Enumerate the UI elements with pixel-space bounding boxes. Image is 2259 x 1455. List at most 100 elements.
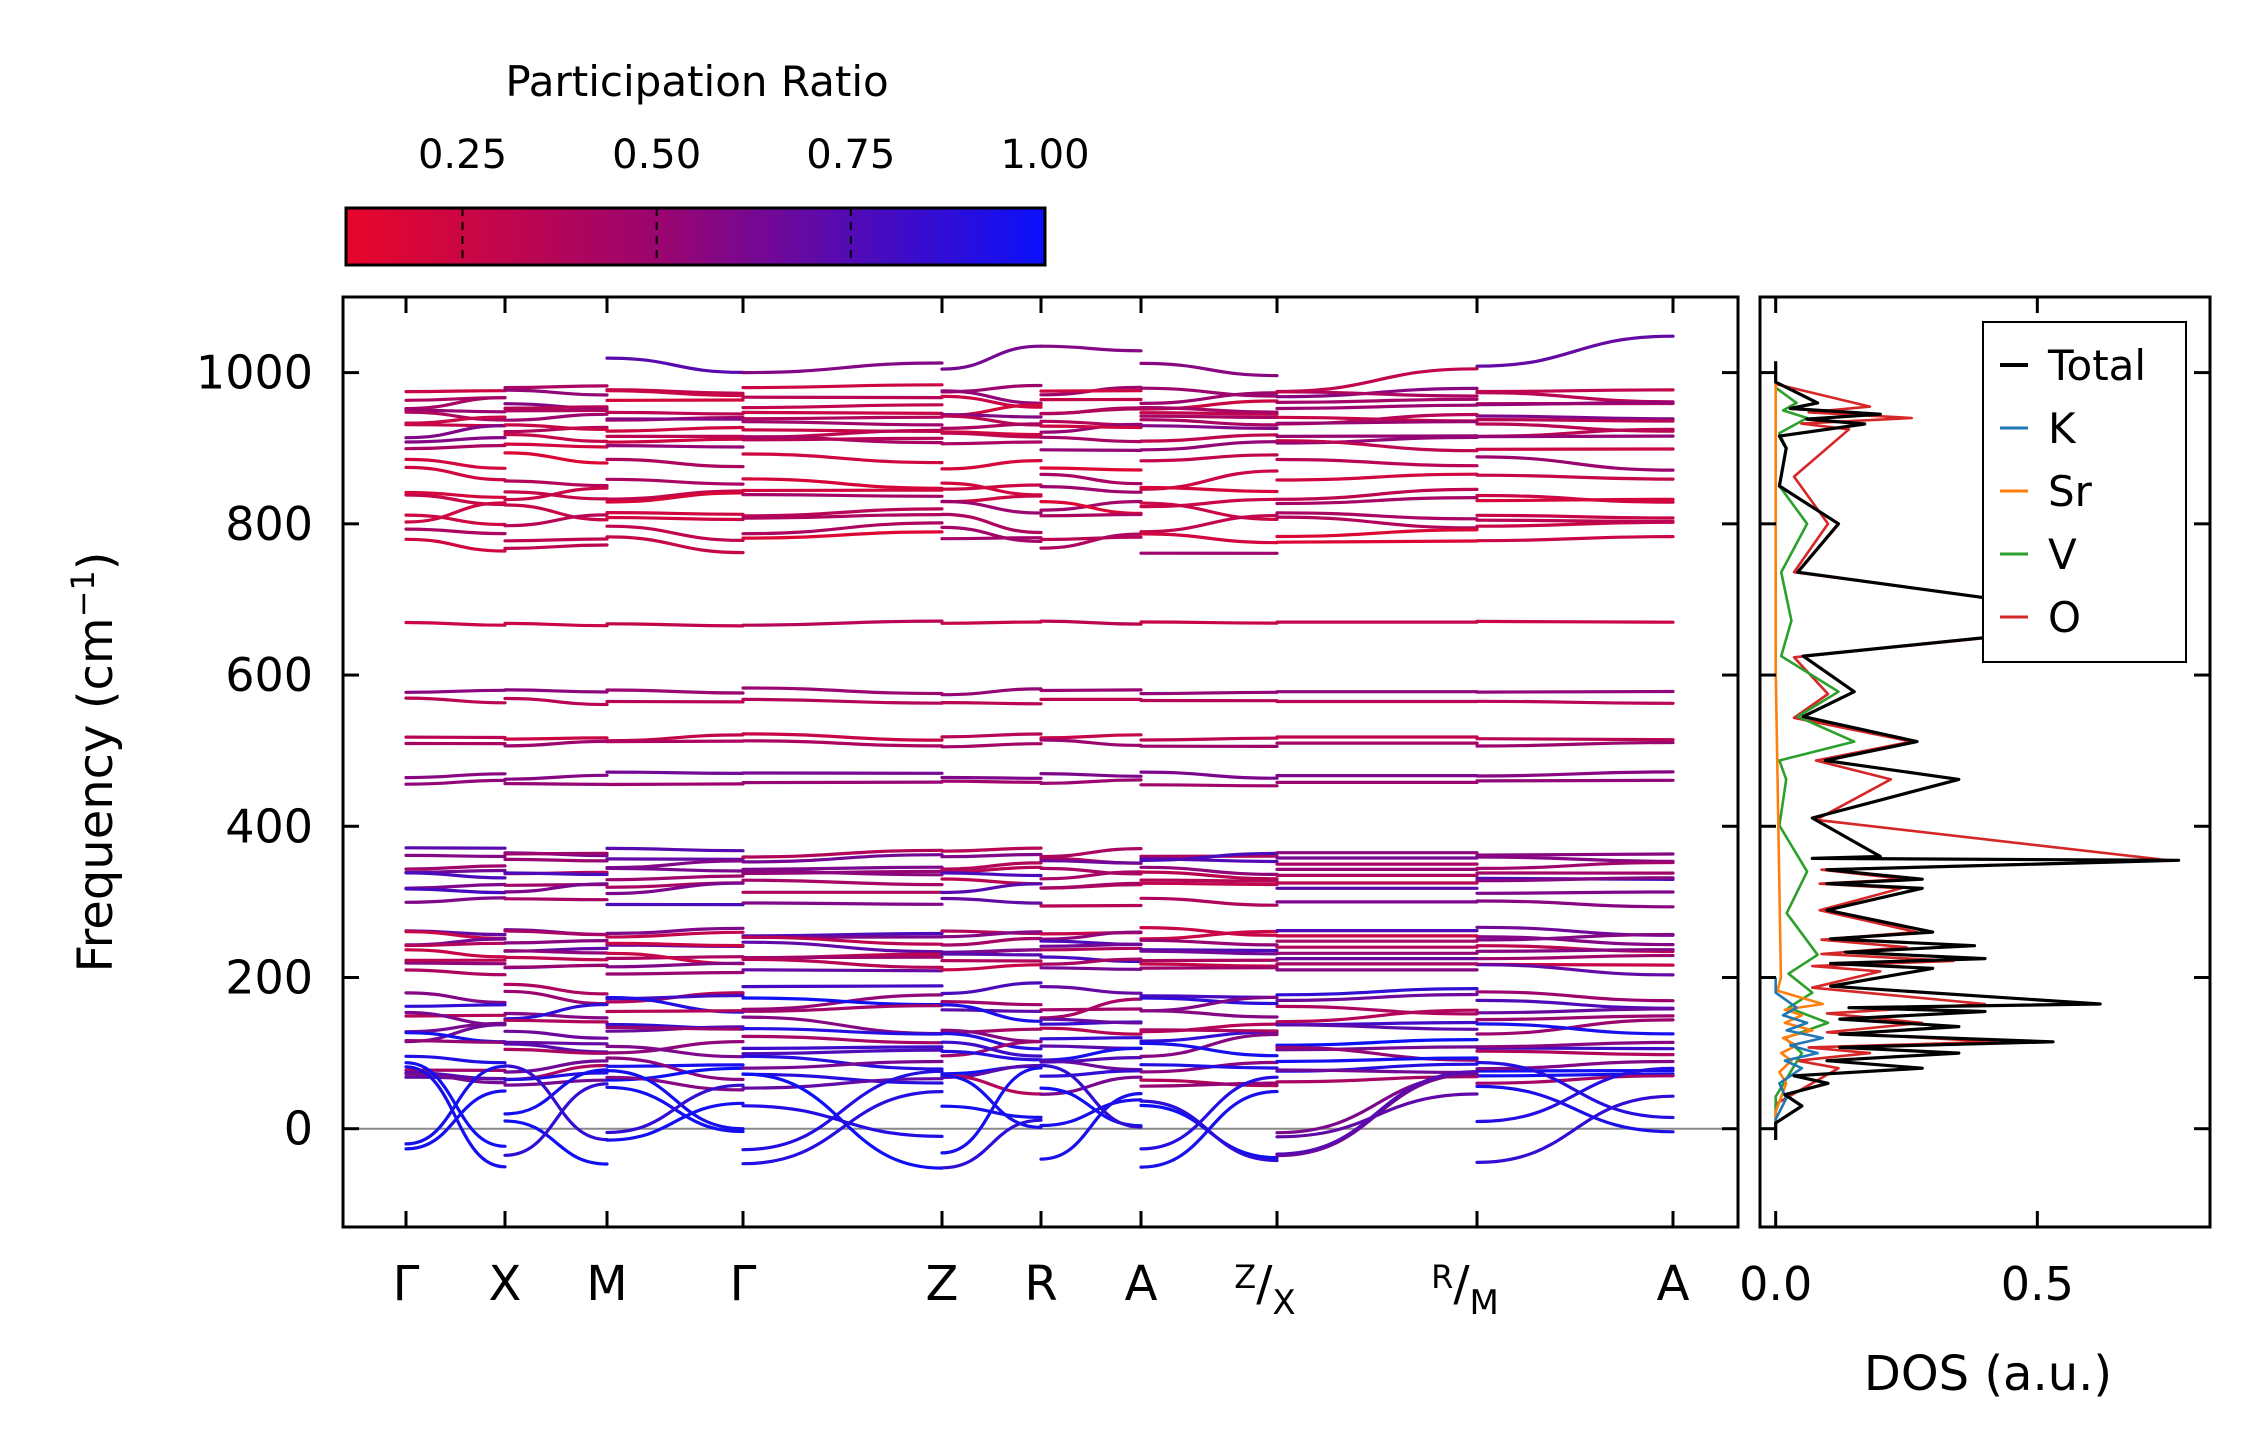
band-line xyxy=(1275,496,1479,506)
band-line xyxy=(1139,1078,1279,1088)
band-line xyxy=(1475,932,1675,942)
band-line xyxy=(940,413,1043,419)
band-line xyxy=(741,477,944,490)
band-line xyxy=(741,955,944,960)
band-line xyxy=(1139,361,1279,378)
band-line xyxy=(1475,852,1675,857)
band-line xyxy=(741,935,944,946)
band-line xyxy=(741,940,944,954)
band-line xyxy=(1475,619,1675,624)
band-line xyxy=(503,405,609,410)
band-line xyxy=(1139,881,1279,887)
colorbar-tick-label: 0.50 xyxy=(612,132,701,178)
band-line xyxy=(1275,1068,1479,1075)
band-line xyxy=(741,521,944,536)
band-line xyxy=(1039,966,1143,971)
band-line xyxy=(1039,535,1143,542)
band-line xyxy=(503,1018,609,1024)
band-line xyxy=(1139,949,1279,956)
band-line xyxy=(605,1066,745,1082)
band-line xyxy=(1475,1007,1675,1015)
band-line xyxy=(1139,1063,1279,1070)
band-line xyxy=(1275,515,1479,530)
band-line xyxy=(503,425,609,434)
band-line xyxy=(1475,1040,1675,1049)
band-line xyxy=(1039,733,1143,740)
band-line xyxy=(940,431,1043,439)
band-line xyxy=(605,1040,745,1055)
band-line xyxy=(605,970,745,976)
band-line xyxy=(1039,485,1143,494)
band-line xyxy=(741,410,944,415)
band-line xyxy=(741,697,944,705)
band-line xyxy=(404,948,507,959)
band-line xyxy=(1139,620,1279,625)
band-line xyxy=(1475,740,1675,748)
band-line xyxy=(1039,957,1143,966)
band-line xyxy=(605,874,745,882)
band-line xyxy=(1139,485,1279,494)
k-point-label-sup: R xyxy=(1431,1258,1453,1296)
k-point-label: M xyxy=(586,1256,627,1312)
band-line xyxy=(605,356,745,374)
band-line xyxy=(503,982,609,996)
band-line xyxy=(1275,472,1479,482)
band-line xyxy=(1275,457,1479,468)
k-point-label: X xyxy=(489,1256,522,1312)
band-line xyxy=(503,543,609,550)
band-line xyxy=(503,871,609,877)
legend-label-k: K xyxy=(2048,404,2077,453)
colorbar-tick-label: 1.00 xyxy=(1000,132,1089,178)
band-line xyxy=(741,732,944,742)
band-line xyxy=(1475,876,1675,883)
band-line xyxy=(605,477,745,486)
band-line xyxy=(940,525,1043,543)
band-line xyxy=(940,1049,1043,1062)
band-line xyxy=(1275,1004,1479,1016)
band-line xyxy=(741,619,944,627)
y-tick-label: 600 xyxy=(225,648,313,702)
band-line xyxy=(1475,1074,1675,1085)
band-line xyxy=(741,436,944,442)
band-line xyxy=(741,403,944,410)
band-line xyxy=(1039,619,1143,626)
k-point-label: R/M xyxy=(1431,1256,1499,1323)
band-line xyxy=(940,742,1043,749)
band-line xyxy=(503,537,609,543)
band-line xyxy=(1039,424,1143,430)
band-line xyxy=(1039,847,1143,859)
band-line xyxy=(1139,497,1279,509)
band-line xyxy=(741,530,944,540)
band-line xyxy=(741,780,944,785)
band-line xyxy=(741,1045,944,1050)
band-line xyxy=(503,939,609,945)
band-line xyxy=(940,779,1043,784)
band-line xyxy=(503,384,609,390)
band-line xyxy=(404,991,507,1005)
band-line xyxy=(1275,511,1479,521)
band-line xyxy=(1039,870,1143,881)
band-line xyxy=(605,881,745,896)
band-line xyxy=(1475,434,1675,439)
band-line xyxy=(1275,987,1479,997)
band-line xyxy=(1475,414,1675,421)
band-line xyxy=(503,451,609,465)
band-line xyxy=(1475,518,1675,524)
band-line xyxy=(605,1009,745,1014)
acoustic-band-line xyxy=(940,1066,1043,1155)
band-line xyxy=(1039,866,1143,876)
y-tick-label: 1000 xyxy=(196,346,313,400)
band-line xyxy=(741,361,944,375)
acoustic-band-line xyxy=(1475,1094,1675,1164)
band-line xyxy=(404,1003,507,1008)
band-line xyxy=(404,457,507,470)
band-line xyxy=(1475,497,1675,503)
band-line xyxy=(1039,985,1143,995)
acoustic-band-line xyxy=(503,1064,609,1142)
legend-label-v: V xyxy=(2048,530,2077,579)
band-line xyxy=(1275,403,1479,411)
band-line xyxy=(741,984,944,989)
band-line xyxy=(1139,453,1279,463)
band-line xyxy=(1039,532,1143,550)
